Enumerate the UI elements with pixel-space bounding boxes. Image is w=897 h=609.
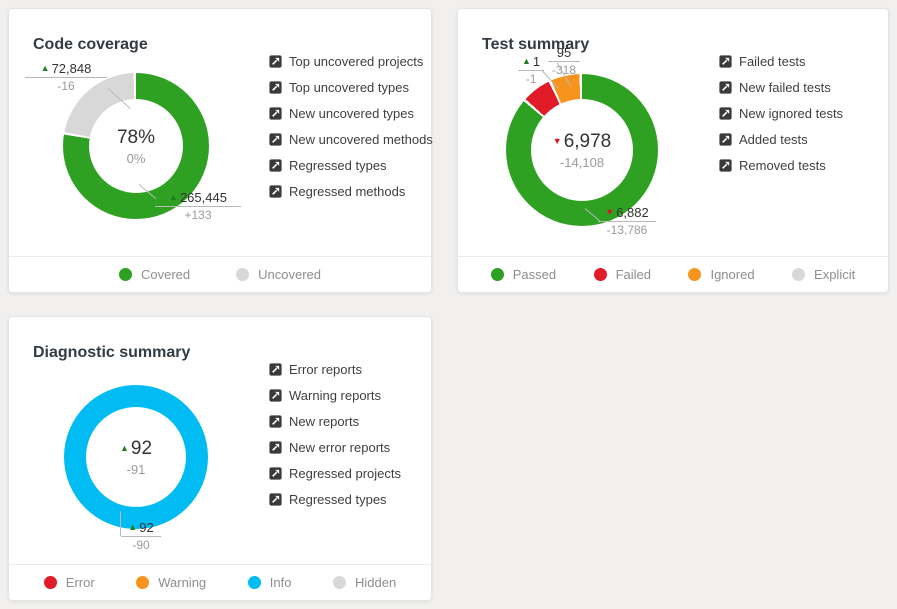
- trend-up-icon: ▲: [522, 56, 531, 66]
- legend-dot: [247, 576, 261, 589]
- test-summary-links: Failed tests New failed tests New ignore…: [719, 48, 843, 178]
- open-link-icon: [269, 492, 282, 506]
- callout-uncovered-count: ▲ 72,848 -16: [25, 61, 107, 94]
- callout-failed-count: ▲ 1 -1: [518, 54, 545, 87]
- open-link-icon: [269, 414, 282, 428]
- link-regressed-projects[interactable]: Regressed projects: [269, 460, 401, 486]
- legend-item-hidden[interactable]: Hidden: [332, 575, 396, 590]
- open-link-icon: [719, 132, 732, 146]
- trend-up-icon: ▲: [128, 522, 138, 532]
- open-link-icon: [269, 184, 282, 198]
- legend-item-info[interactable]: Info: [247, 575, 291, 590]
- legend-item-explicit[interactable]: Explicit: [792, 267, 855, 282]
- open-link-icon: [269, 440, 282, 454]
- callout-passed-count: ▼ 6,882 -13,786: [598, 205, 656, 238]
- link-new-uncovered-methods[interactable]: New uncovered methods: [269, 126, 433, 152]
- legend-item-ignored[interactable]: Ignored: [688, 267, 755, 282]
- link-failed-tests[interactable]: Failed tests: [719, 48, 843, 74]
- open-link-icon: [269, 54, 282, 68]
- link-new-uncovered-types[interactable]: New uncovered types: [269, 100, 433, 126]
- link-new-reports[interactable]: New reports: [269, 408, 401, 434]
- test-summary-card: Test summary ▼ 6,978 -14,108 ▲ 1 -1 95 -31…: [457, 8, 889, 293]
- legend-item-error[interactable]: Error: [43, 575, 95, 590]
- donut-hole: [89, 99, 183, 193]
- link-warning-reports[interactable]: Warning reports: [269, 382, 401, 408]
- diagnostic-legend: Error Warning Info Hidden: [9, 564, 431, 600]
- diagnostic-summary-card: Diagnostic summary ▲ 92 -91 ▲ 92 -90 Error…: [8, 316, 432, 601]
- legend-dot: [792, 268, 806, 281]
- link-added-tests[interactable]: Added tests: [719, 126, 843, 152]
- link-regressed-types[interactable]: Regressed types: [269, 152, 433, 178]
- legend-item-covered[interactable]: Covered: [118, 267, 190, 282]
- card-title-test-summary: Test summary: [482, 36, 590, 54]
- open-link-icon: [269, 388, 282, 402]
- card-title-diagnostic-summary: Diagnostic summary: [33, 344, 191, 362]
- code-coverage-legend: Covered Uncovered: [9, 256, 431, 292]
- legend-dot: [236, 268, 250, 281]
- trend-down-icon: ▼: [605, 207, 615, 217]
- leader-line: [120, 511, 121, 536]
- link-new-ignored-tests[interactable]: New ignored tests: [719, 100, 843, 126]
- open-link-icon: [719, 158, 732, 172]
- legend-dot: [118, 268, 132, 281]
- trend-up-icon: ▲: [169, 192, 178, 202]
- open-link-icon: [719, 106, 732, 120]
- legend-dot: [332, 576, 346, 589]
- legend-item-warning[interactable]: Warning: [136, 575, 206, 590]
- diagnostic-links: Error reports Warning reports New report…: [269, 356, 401, 512]
- legend-item-uncovered[interactable]: Uncovered: [236, 267, 321, 282]
- callout-info-count: ▲ 92 -90: [121, 520, 161, 553]
- open-link-icon: [269, 362, 282, 376]
- link-top-uncovered-projects[interactable]: Top uncovered projects: [269, 48, 433, 74]
- trend-up-icon: ▲: [40, 63, 50, 73]
- open-link-icon: [269, 158, 282, 172]
- test-summary-legend: Passed Failed Ignored Explicit: [458, 256, 888, 292]
- link-new-error-reports[interactable]: New error reports: [269, 434, 401, 460]
- open-link-icon: [269, 106, 282, 120]
- link-top-uncovered-types[interactable]: Top uncovered types: [269, 74, 433, 100]
- card-title-code-coverage: Code coverage: [33, 36, 148, 54]
- link-regressed-types[interactable]: Regressed types: [269, 486, 401, 512]
- legend-dot: [593, 268, 607, 281]
- legend-item-failed[interactable]: Failed: [593, 267, 651, 282]
- legend-dot: [688, 268, 702, 281]
- donut-hole: [531, 99, 633, 201]
- code-coverage-links: Top uncovered projects Top uncovered typ…: [269, 48, 433, 204]
- link-error-reports[interactable]: Error reports: [269, 356, 401, 382]
- link-new-failed-tests[interactable]: New failed tests: [719, 74, 843, 100]
- legend-dot: [136, 576, 150, 589]
- callout-ignored-count: 95 -318: [548, 45, 580, 78]
- link-removed-tests[interactable]: Removed tests: [719, 152, 843, 178]
- open-link-icon: [269, 80, 282, 94]
- code-coverage-card: Code coverage 78% 0% ▲ 72,848 -16 ▲ 265,44…: [8, 8, 433, 293]
- legend-dot: [43, 576, 57, 589]
- link-regressed-methods[interactable]: Regressed methods: [269, 178, 433, 204]
- open-link-icon: [719, 80, 732, 94]
- donut-hole: [86, 407, 186, 507]
- callout-covered-count: ▲ 265,445 +133: [155, 190, 241, 223]
- legend-dot: [490, 268, 504, 281]
- open-link-icon: [269, 132, 282, 146]
- open-link-icon: [269, 466, 282, 480]
- open-link-icon: [719, 54, 732, 68]
- legend-item-passed[interactable]: Passed: [490, 267, 556, 282]
